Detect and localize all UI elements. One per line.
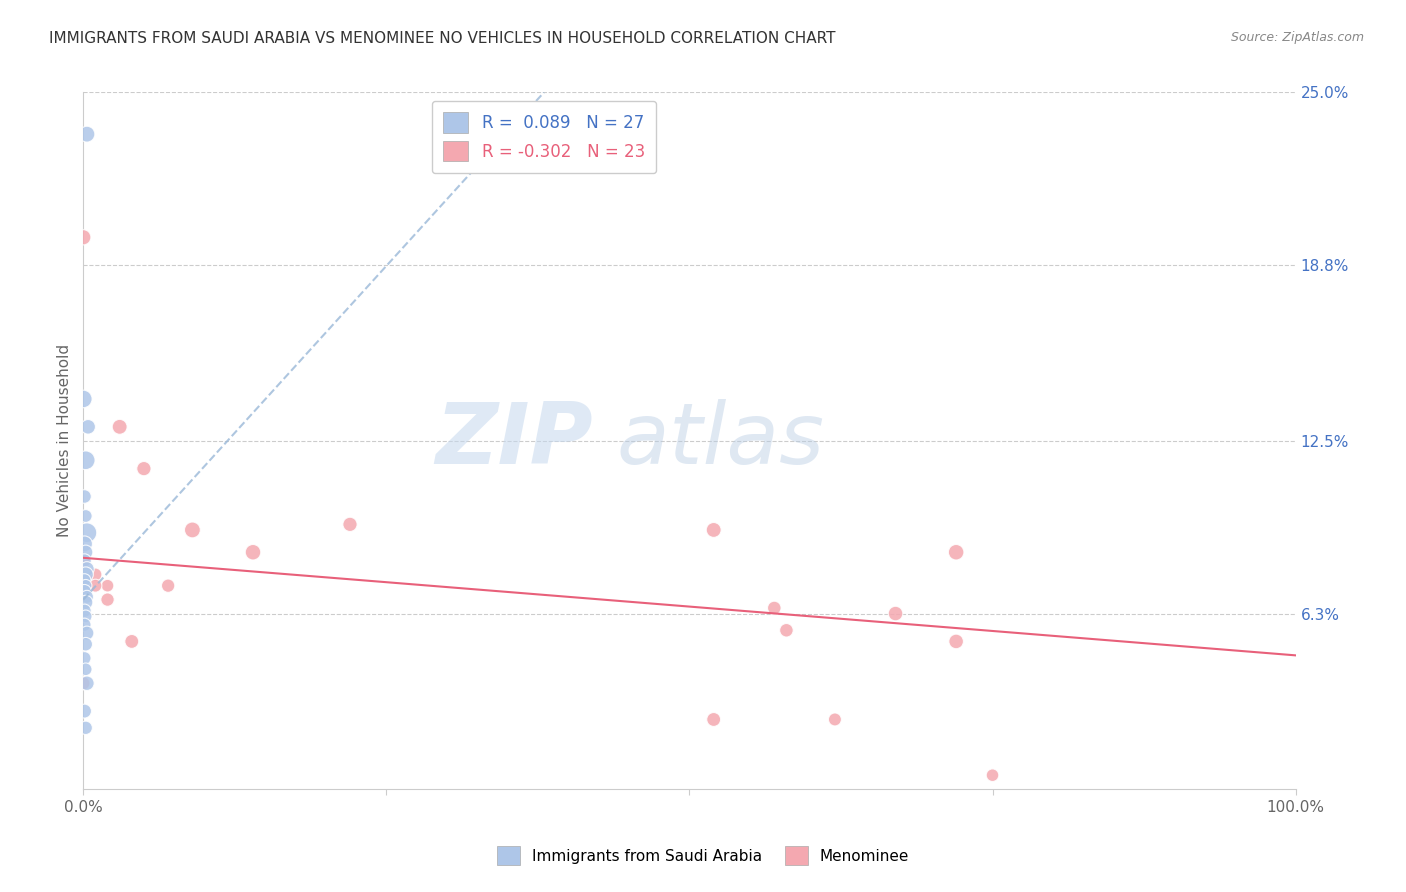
Point	[72, 553, 94, 567]
Point	[72, 392, 94, 406]
Point	[73, 553, 96, 567]
Point	[75, 567, 97, 582]
Point	[72, 676, 94, 690]
Point	[84, 567, 107, 582]
Point	[242, 545, 264, 559]
Point	[76, 127, 98, 141]
Point	[703, 713, 725, 727]
Point	[132, 461, 155, 475]
Point	[76, 525, 98, 540]
Text: ZIP: ZIP	[434, 400, 592, 483]
Point	[73, 584, 96, 599]
Point	[981, 768, 1004, 782]
Legend: R =  0.089   N = 27, R = -0.302   N = 23: R = 0.089 N = 27, R = -0.302 N = 23	[432, 101, 657, 173]
Point	[75, 453, 97, 467]
Point	[73, 704, 96, 718]
Point	[75, 721, 97, 735]
Legend: Immigrants from Saudi Arabia, Menominee: Immigrants from Saudi Arabia, Menominee	[491, 840, 915, 871]
Point	[73, 490, 96, 504]
Point	[703, 523, 725, 537]
Point	[96, 579, 118, 593]
Point	[75, 662, 97, 676]
Point	[75, 579, 97, 593]
Point	[339, 517, 361, 532]
Point	[73, 604, 96, 618]
Point	[73, 537, 96, 551]
Point	[763, 601, 786, 615]
Point	[945, 545, 967, 559]
Point	[775, 624, 797, 638]
Point	[73, 573, 96, 587]
Point	[96, 592, 118, 607]
Text: atlas: atlas	[617, 400, 825, 483]
Point	[75, 609, 97, 624]
Point	[76, 626, 98, 640]
Text: Source: ZipAtlas.com: Source: ZipAtlas.com	[1230, 31, 1364, 45]
Point	[945, 634, 967, 648]
Point	[76, 590, 98, 604]
Point	[73, 617, 96, 632]
Point	[157, 579, 180, 593]
Point	[77, 419, 100, 434]
Point	[75, 508, 97, 523]
Point	[108, 419, 131, 434]
Point	[75, 595, 97, 609]
Point	[72, 230, 94, 244]
Point	[824, 713, 846, 727]
Point	[75, 545, 97, 559]
Point	[84, 579, 107, 593]
Point	[76, 562, 98, 576]
Point	[73, 651, 96, 665]
Point	[884, 607, 907, 621]
Text: IMMIGRANTS FROM SAUDI ARABIA VS MENOMINEE NO VEHICLES IN HOUSEHOLD CORRELATION C: IMMIGRANTS FROM SAUDI ARABIA VS MENOMINE…	[49, 31, 835, 46]
Point	[121, 634, 143, 648]
Point	[181, 523, 204, 537]
Point	[75, 637, 97, 651]
Y-axis label: No Vehicles in Household: No Vehicles in Household	[58, 344, 72, 537]
Point	[76, 676, 98, 690]
